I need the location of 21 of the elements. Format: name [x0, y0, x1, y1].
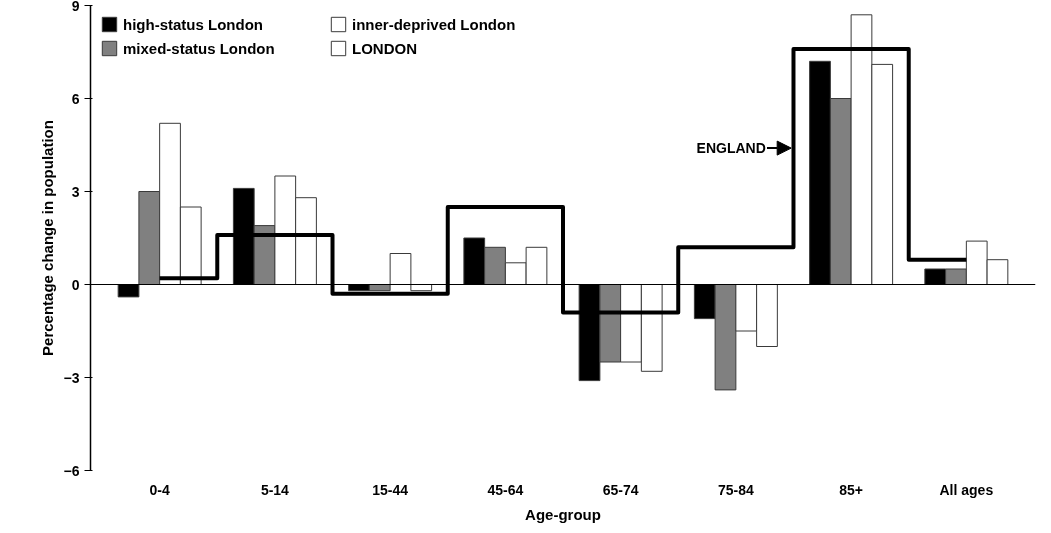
legend-label: inner-deprived London: [352, 15, 517, 33]
legend-label: high-status London: [123, 15, 264, 33]
legend-label: mixed-status London: [123, 39, 276, 57]
y-axis-title: Percentage change in population: [38, 120, 56, 356]
x-tick-label: 15-44: [372, 481, 409, 498]
x-tick-label: 0-4: [149, 481, 170, 498]
x-tick-label: 5-14: [260, 481, 290, 498]
legend-label: LONDON: [352, 39, 418, 57]
x-tick-label: All ages: [939, 481, 994, 498]
y-tick-label: 6: [71, 90, 80, 107]
y-tick-label: −3: [63, 369, 80, 386]
x-tick-label: 85+: [839, 481, 863, 498]
y-tick-label: 3: [71, 183, 80, 200]
y-tick-label: −6: [63, 462, 80, 479]
x-axis-title: Age-group: [525, 505, 601, 523]
series-label: ENGLAND: [696, 140, 766, 157]
x-tick-label: 65-74: [602, 481, 639, 498]
x-tick-label: 75-84: [717, 481, 754, 498]
y-tick-label: 9: [71, 0, 80, 14]
y-tick-label: 0: [71, 276, 80, 293]
x-tick-label: 45-64: [487, 481, 524, 498]
